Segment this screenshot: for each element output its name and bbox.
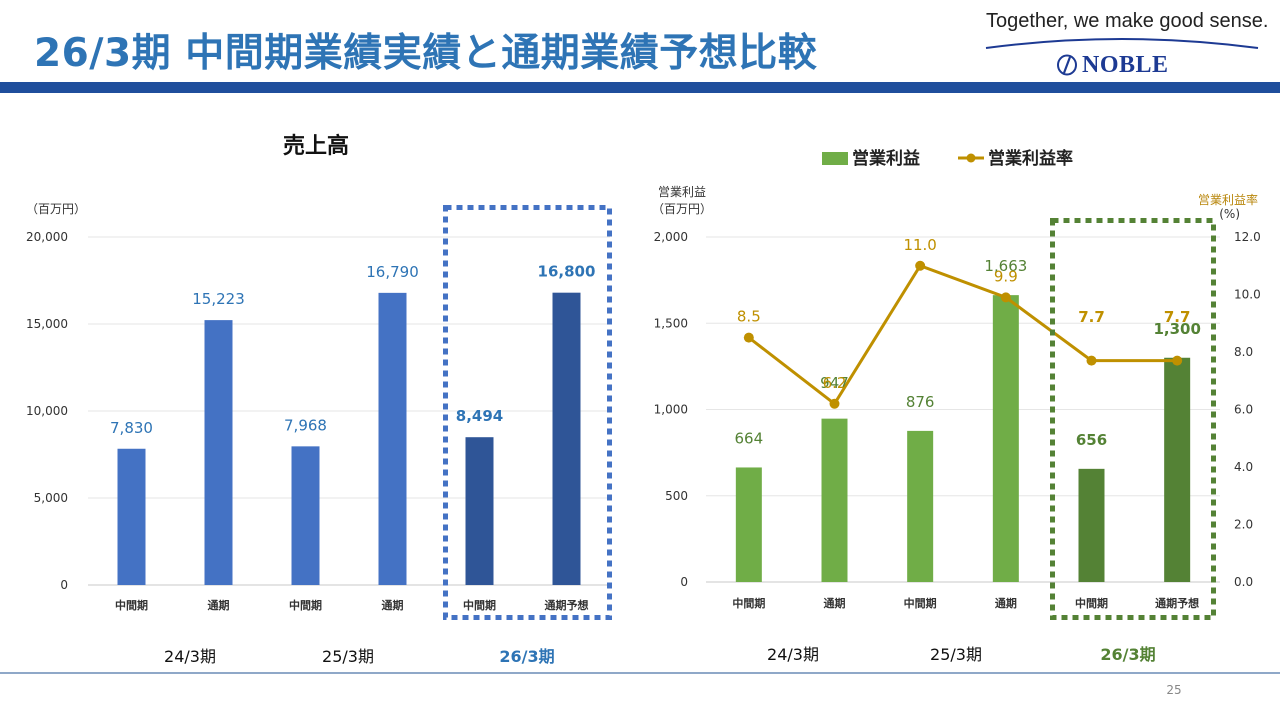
- page-number: 25: [1166, 683, 1182, 697]
- footer-divider: [0, 672, 1280, 674]
- profit-ytick-label: 1,000: [654, 403, 688, 417]
- margin-rate-marker: [1000, 292, 1011, 303]
- profit-category-label: 中間期: [1075, 596, 1108, 610]
- corporate-tagline: Together, we make good sense.: [986, 10, 1269, 32]
- margin-rate-label: 7.7: [1078, 308, 1105, 326]
- sales-unit-label: （百万円）: [26, 202, 86, 216]
- profit-y2tick-label: 8.0: [1234, 345, 1253, 359]
- sales-category-label: 中間期: [115, 598, 148, 612]
- profit-category-label: 通期: [824, 596, 846, 610]
- profit-value-label: 1,663: [984, 257, 1027, 275]
- operating-profit-chart: 営業利益 営業利益率 営業利益 （百万円） 営業利益率 (%) 0 500 1,00…: [652, 148, 1261, 664]
- margin-rate-marker: [1172, 355, 1183, 366]
- profit-value-label: 664: [735, 429, 764, 447]
- sales-chart-title: 売上高: [283, 133, 349, 159]
- profit-category-label: 中間期: [732, 596, 765, 610]
- profit-left-unit-label-1: 営業利益: [658, 185, 706, 199]
- profit-bar: [735, 467, 762, 582]
- profit-left-unit-label-2: （百万円）: [652, 202, 712, 216]
- sales-ytick-label: 10,000: [26, 404, 68, 418]
- margin-rate-marker: [743, 332, 754, 343]
- noble-mark-icon: [1057, 54, 1077, 76]
- company-logo: NOBLE: [1056, 50, 1169, 80]
- profit-bar: [1078, 468, 1105, 582]
- margin-rate-marker: [1086, 355, 1097, 366]
- profit-forecast-highlight-frame: [1050, 218, 1216, 620]
- header-band: [0, 82, 1280, 93]
- sales-ytick-label: 5,000: [34, 491, 68, 505]
- sales-bar: [291, 446, 320, 585]
- profit-ytick-label: 500: [665, 489, 688, 503]
- profit-bar: [821, 418, 848, 582]
- profit-y2tick-label: 12.0: [1234, 230, 1261, 244]
- sales-period-label: 26/3期: [499, 647, 554, 666]
- legend-line-marker: [966, 153, 976, 163]
- profit-bar: [992, 295, 1019, 582]
- profit-ytick-label: 0: [680, 575, 688, 589]
- profit-category-label: 中間期: [904, 596, 937, 610]
- profit-y2tick-label: 6.0: [1234, 403, 1253, 417]
- sales-period-label: 25/3期: [322, 647, 374, 666]
- sales-category-label: 中間期: [289, 598, 322, 612]
- sales-value-label: 15,223: [192, 290, 245, 308]
- profit-period-label: 26/3期: [1100, 645, 1155, 664]
- margin-rate-label: 11.0: [903, 236, 936, 254]
- legend-bar-swatch: [822, 152, 848, 165]
- page-title: 26/3期 中間期業績実績と通期業績予想比較: [34, 31, 818, 76]
- profit-y2tick-label: 0.0: [1234, 575, 1253, 589]
- profit-ytick-label: 1,500: [654, 316, 688, 330]
- profit-bar: [907, 430, 934, 582]
- margin-rate-marker: [829, 398, 840, 409]
- sales-category-label: 通期: [382, 598, 404, 612]
- margin-rate-label: 8.5: [737, 308, 761, 326]
- sales-bar: [117, 448, 146, 585]
- sales-category-label: 中間期: [463, 598, 496, 612]
- profit-category-label: 通期予想: [1155, 596, 1199, 610]
- sales-ytick-label: 0: [60, 578, 68, 592]
- profit-value-label: 876: [906, 393, 935, 411]
- profit-value-label: 1,300: [1153, 320, 1200, 338]
- sales-chart: 売上高 （百万円） 0 5,000 10,000 15,000 20,000 7,830…: [26, 133, 612, 666]
- profit-right-unit-label-1: 営業利益率: [1198, 192, 1258, 207]
- profit-category-label: 通期: [995, 596, 1017, 610]
- margin-rate-label: 7.7: [1164, 308, 1191, 326]
- sales-period-label: 24/3期: [164, 647, 216, 666]
- legend-operating-margin: 営業利益率: [988, 148, 1073, 169]
- sales-bar: [552, 292, 581, 585]
- profit-right-unit-label-2: (%): [1219, 207, 1240, 221]
- sales-value-label: 16,790: [366, 263, 419, 281]
- margin-rate-line: [747, 263, 1178, 406]
- logo-swoosh-icon: [985, 38, 1259, 49]
- sales-value-label: 16,800: [538, 263, 596, 281]
- profit-period-label: 24/3期: [767, 645, 819, 664]
- profit-y2tick-label: 4.0: [1234, 460, 1253, 474]
- margin-rate-label: 6.2: [823, 374, 847, 392]
- sales-value-label: 8,494: [456, 407, 503, 425]
- profit-period-label: 25/3期: [930, 645, 982, 664]
- sales-forecast-highlight-frame: [443, 205, 612, 620]
- sales-value-label: 7,968: [284, 416, 327, 434]
- profit-value-label: 947: [820, 374, 849, 392]
- sales-category-label: 通期予想: [545, 598, 589, 612]
- sales-ytick-label: 20,000: [26, 230, 68, 244]
- logo-wordmark: NOBLE: [1082, 51, 1169, 78]
- profit-y2tick-label: 10.0: [1234, 288, 1261, 302]
- profit-value-label: 656: [1076, 431, 1107, 449]
- sales-bar: [204, 320, 233, 585]
- sales-value-label: 7,830: [110, 419, 153, 437]
- legend-operating-profit: 営業利益: [852, 148, 920, 169]
- margin-rate-marker: [915, 260, 926, 271]
- margin-rate-label: 9.9: [994, 267, 1018, 285]
- profit-ytick-label: 2,000: [654, 230, 688, 244]
- profit-bar: [1164, 357, 1191, 582]
- sales-bar: [378, 292, 407, 585]
- sales-category-label: 通期: [208, 598, 230, 612]
- sales-ytick-label: 15,000: [26, 317, 68, 331]
- profit-y2tick-label: 2.0: [1234, 518, 1253, 532]
- sales-bar: [465, 437, 494, 585]
